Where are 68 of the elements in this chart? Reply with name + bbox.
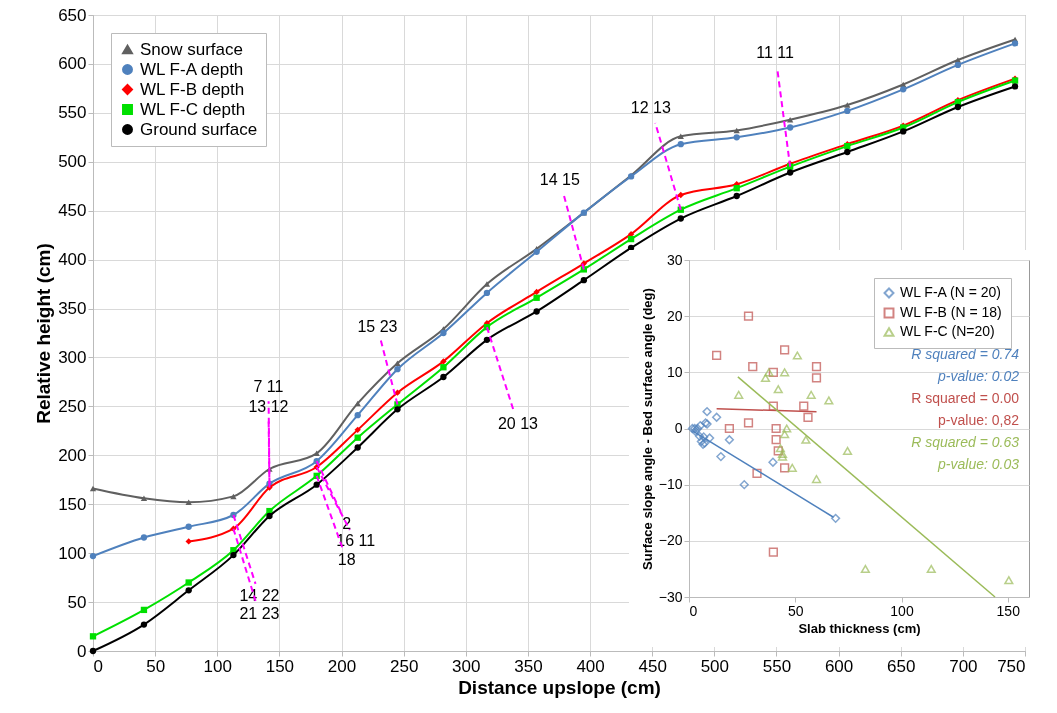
legend-label: WL F-C (N=20) bbox=[900, 323, 995, 339]
annotation: 13 12 bbox=[248, 397, 289, 415]
x-axis-title: Slab thickness (cm) bbox=[798, 620, 921, 636]
x-tick-label: 450 bbox=[638, 656, 667, 676]
y-tick-label: −30 bbox=[658, 588, 683, 605]
x-tick-label: 400 bbox=[576, 656, 605, 676]
x-tick-label: 200 bbox=[327, 656, 357, 676]
y-tick-label: 30 bbox=[666, 251, 683, 268]
y-tick-label: 250 bbox=[58, 396, 87, 416]
x-tick-label: 500 bbox=[700, 656, 730, 676]
y-tick-label: −20 bbox=[658, 532, 683, 549]
x-tick-label: 0 bbox=[93, 656, 103, 676]
annotation: p-value: 0.03 bbox=[937, 456, 1020, 472]
y-tick-label: −10 bbox=[658, 476, 683, 493]
annotation: R squared = 0.74 bbox=[911, 346, 1020, 362]
x-tick-label: 50 bbox=[787, 602, 804, 619]
x-axis-title: Distance upslope (cm) bbox=[458, 676, 661, 698]
x-tick-label: 100 bbox=[203, 656, 232, 676]
annotation: p-value: 0.02 bbox=[937, 368, 1020, 384]
legend-label: Ground surface bbox=[140, 119, 258, 139]
legend-label: WL F-A depth bbox=[140, 59, 244, 79]
annotation: 14 15 bbox=[539, 171, 580, 189]
y-tick-label: 500 bbox=[58, 152, 87, 172]
y-axis-title: Relative height (cm) bbox=[33, 243, 55, 424]
x-tick-label: 650 bbox=[887, 656, 916, 676]
y-tick-label: 550 bbox=[58, 103, 87, 123]
x-tick-label: 700 bbox=[949, 656, 978, 676]
y-tick-label: 10 bbox=[666, 363, 683, 380]
legend-label: WL F-B (N = 18) bbox=[900, 304, 1002, 320]
legend-label: WL F-C depth bbox=[140, 99, 246, 119]
annotation: 21 23 bbox=[239, 604, 280, 622]
y-tick-label: 400 bbox=[58, 250, 87, 270]
x-tick-label: 50 bbox=[146, 656, 166, 676]
y-axis-title: Surface slope angle - Bed surface angle (deg) bbox=[639, 288, 655, 570]
y-tick-label: 0 bbox=[674, 420, 683, 436]
x-tick-label: 0 bbox=[689, 602, 698, 619]
y-tick-label: 150 bbox=[58, 494, 87, 514]
annotation: 18 bbox=[337, 550, 356, 568]
x-tick-label: 150 bbox=[265, 656, 295, 676]
annotation: 7 11 bbox=[253, 377, 284, 395]
legend-label: WL F-B depth bbox=[140, 79, 245, 99]
y-tick-label: 0 bbox=[77, 641, 87, 661]
y-tick-label: 20 bbox=[666, 307, 683, 324]
annotation: R squared = 0.63 bbox=[911, 434, 1020, 450]
legend-label: Snow surface bbox=[140, 39, 243, 59]
annotation: 20 13 bbox=[497, 415, 539, 433]
y-tick-label: 350 bbox=[58, 299, 87, 319]
y-tick-label: 650 bbox=[58, 5, 87, 25]
annotation: 12 13 bbox=[630, 98, 671, 116]
y-tick-label: 300 bbox=[58, 347, 87, 367]
y-tick-label: 450 bbox=[58, 201, 87, 221]
y-tick-label: 100 bbox=[58, 543, 87, 563]
legend-label: WL F-A (N = 20) bbox=[900, 284, 1002, 300]
x-tick-label: 250 bbox=[389, 656, 419, 676]
x-tick-label: 750 bbox=[997, 656, 1026, 676]
annotation: p-value: 0,82 bbox=[938, 412, 1020, 428]
x-tick-label: 350 bbox=[514, 656, 543, 676]
x-tick-label: 100 bbox=[890, 602, 914, 619]
annotation: 15 23 bbox=[357, 318, 398, 336]
y-tick-label: 600 bbox=[58, 54, 87, 74]
x-tick-label: 300 bbox=[452, 656, 481, 676]
y-tick-label: 200 bbox=[58, 445, 87, 465]
x-tick-label: 550 bbox=[762, 656, 792, 676]
annotation: 2 bbox=[342, 515, 352, 533]
x-tick-label: 150 bbox=[996, 602, 1021, 619]
annotation: R squared = 0.00 bbox=[911, 390, 1020, 406]
annotation: 11 11 bbox=[756, 43, 795, 61]
x-tick-label: 600 bbox=[824, 656, 854, 676]
